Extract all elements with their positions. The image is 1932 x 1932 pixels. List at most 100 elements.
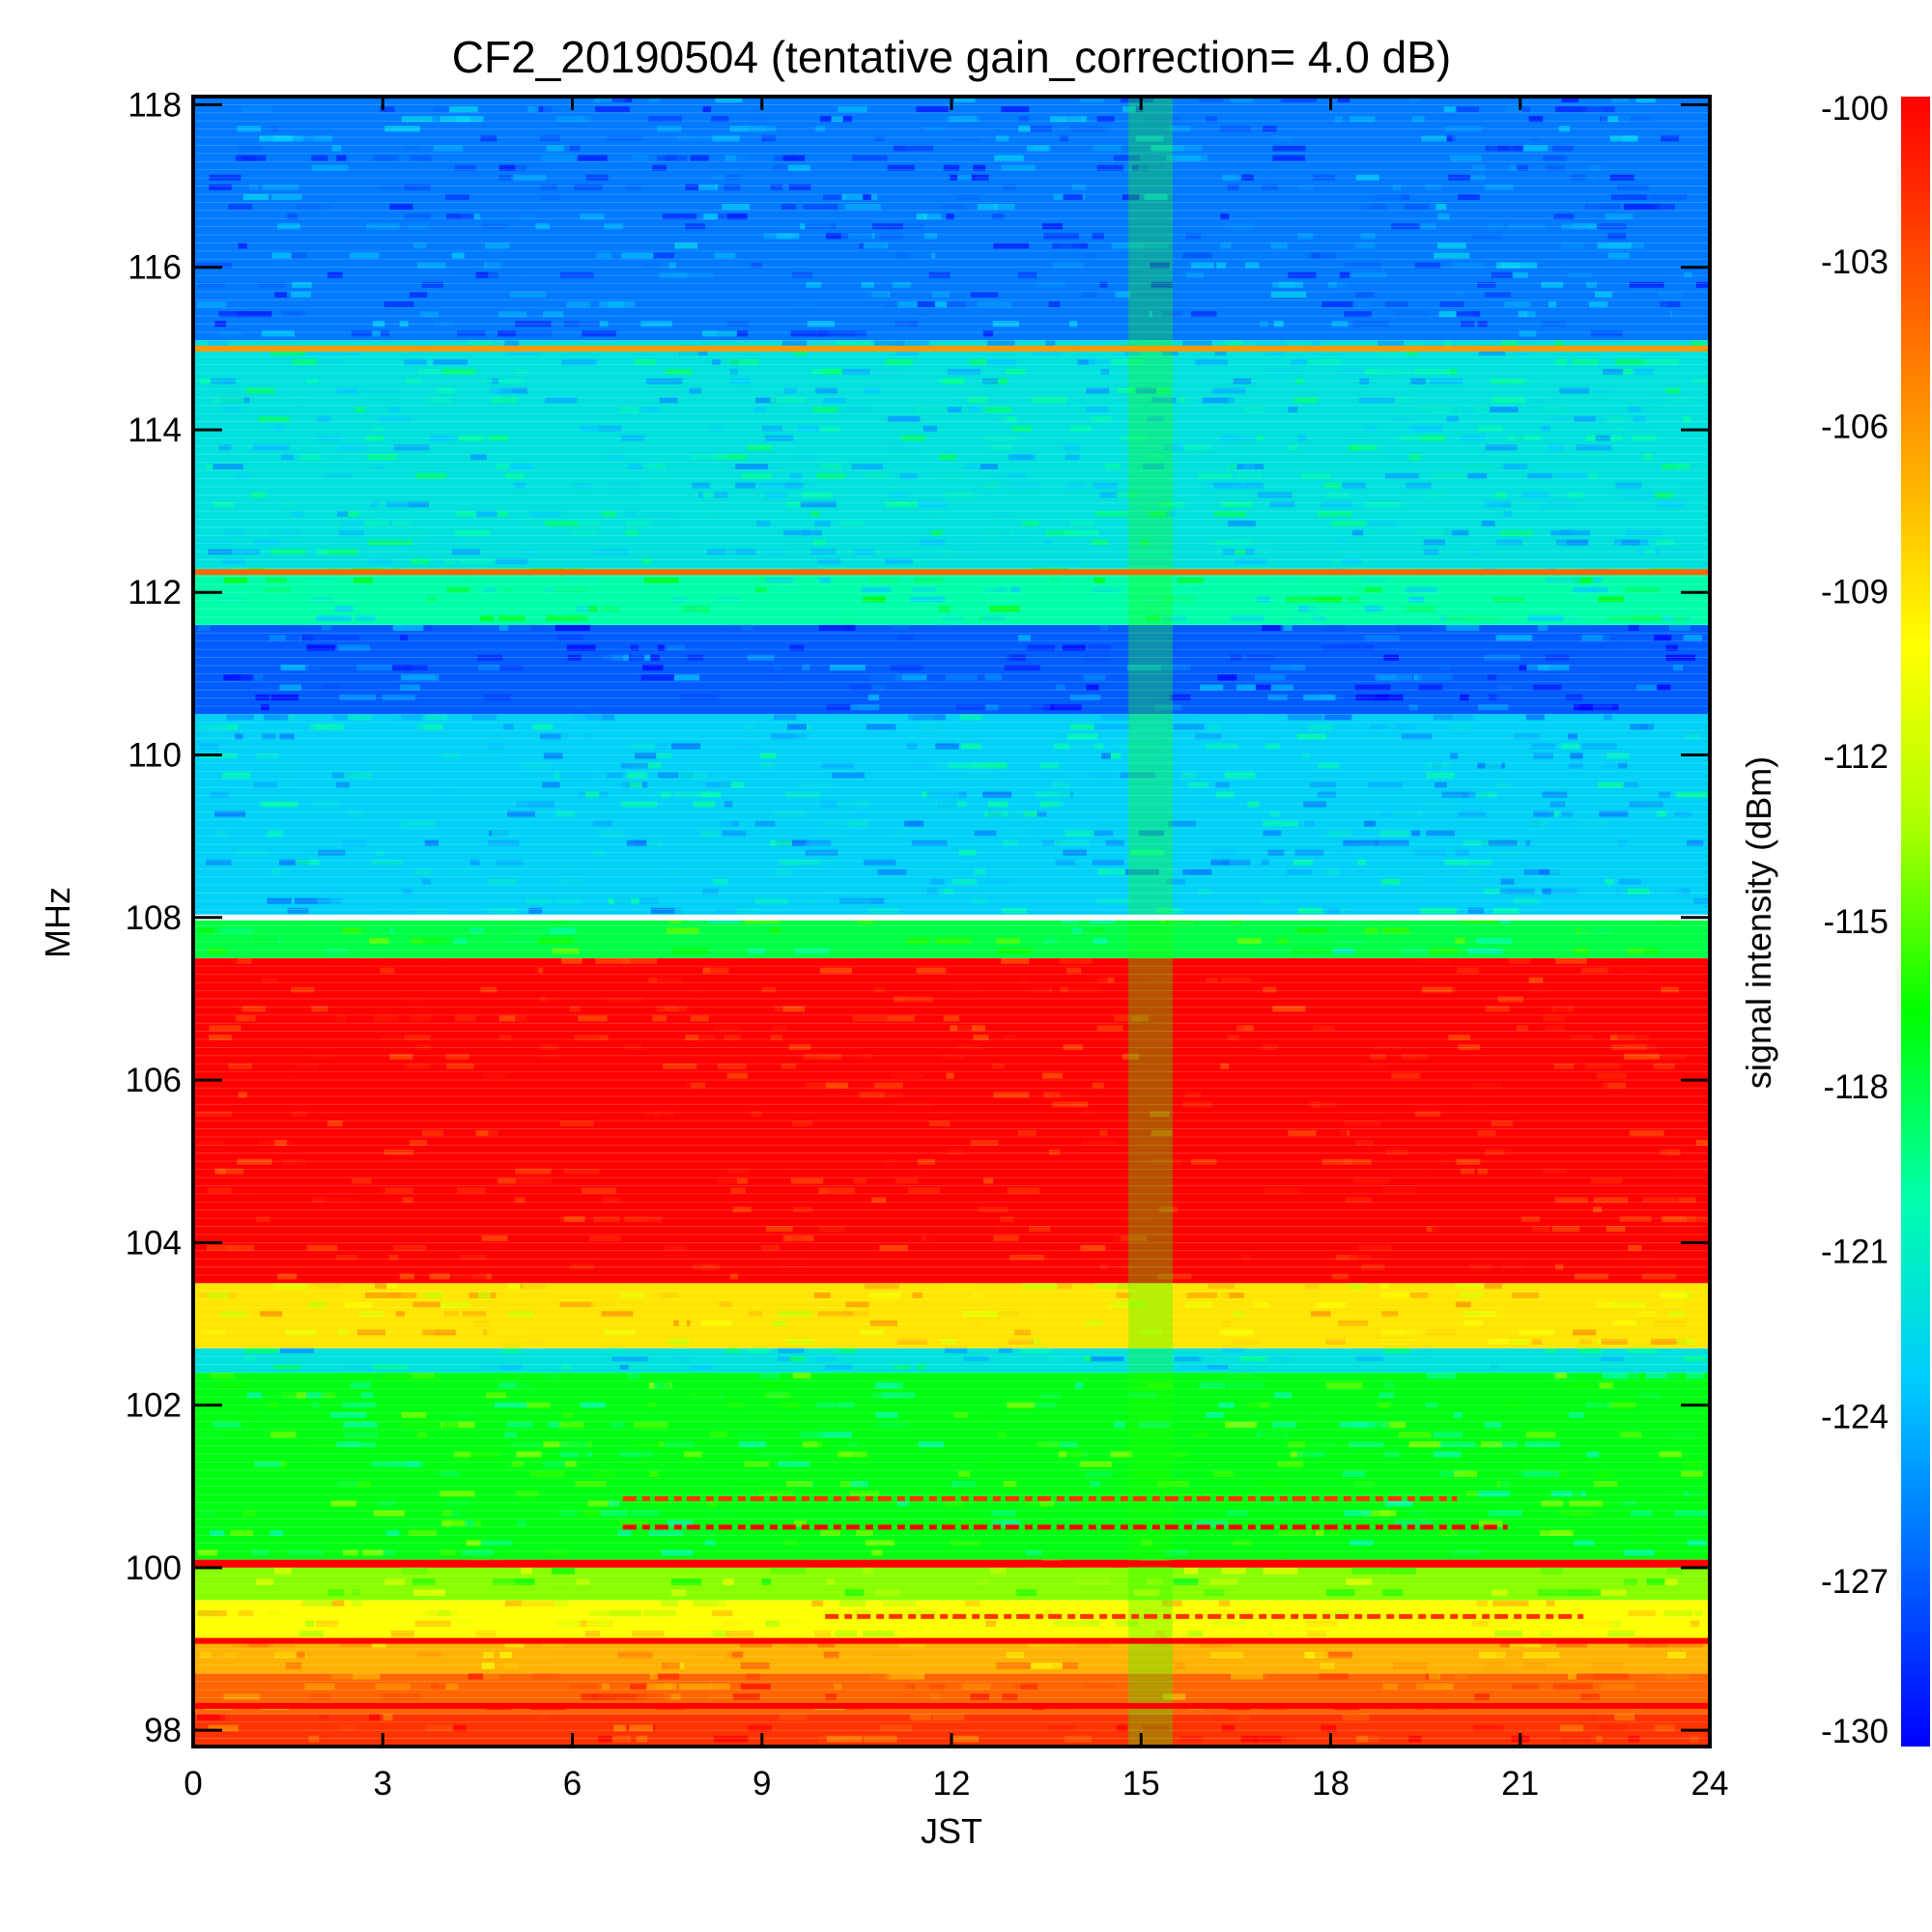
- noise-speckle: [953, 1411, 968, 1418]
- noise-speckle: [468, 753, 504, 759]
- noise-speckle: [1690, 1620, 1700, 1627]
- noise-speckle: [912, 762, 930, 769]
- noise-speckle: [263, 1035, 299, 1040]
- noise-speckle: [582, 1510, 615, 1517]
- noise-speckle: [834, 464, 864, 469]
- noise-speckle: [1561, 743, 1580, 750]
- noise-speckle: [603, 1329, 636, 1336]
- noise-speckle: [1574, 415, 1596, 422]
- noise-speckle: [1623, 204, 1660, 211]
- noise-speckle: [717, 596, 740, 603]
- noise-speckle: [769, 839, 792, 846]
- noise-speckle: [826, 1578, 836, 1585]
- noise-speckle: [961, 1683, 991, 1690]
- noise-speckle: [1000, 1216, 1014, 1223]
- noise-speckle: [1305, 1620, 1339, 1627]
- noise-speckle: [1303, 801, 1327, 808]
- noise-speckle: [421, 281, 443, 288]
- noise-speckle: [1624, 1578, 1637, 1585]
- noise-speckle: [414, 1620, 451, 1627]
- noise-speckle: [782, 1540, 799, 1547]
- noise-speckle: [268, 1640, 296, 1648]
- noise-speckle: [913, 888, 945, 895]
- noise-speckle: [1044, 1640, 1077, 1648]
- noise-speckle: [1523, 957, 1550, 964]
- noise-speckle: [782, 1006, 806, 1012]
- noise-speckle: [1117, 492, 1137, 498]
- colorbar-tick-label: -100: [1821, 90, 1889, 128]
- noise-speckle: [1096, 164, 1123, 171]
- noise-speckle: [877, 1421, 908, 1429]
- noise-speckle: [957, 1025, 972, 1032]
- noise-speckle: [1412, 116, 1425, 123]
- noise-speckle: [1657, 684, 1671, 691]
- noise-speckle: [402, 1567, 428, 1575]
- noise-speckle: [853, 1178, 867, 1184]
- noise-speckle: [1007, 1402, 1037, 1408]
- noise-speckle: [774, 810, 807, 817]
- noise-speckle: [280, 1348, 315, 1353]
- noise-speckle: [1475, 791, 1497, 798]
- noise-speckle: [823, 1610, 837, 1617]
- noise-speckle: [509, 291, 547, 298]
- noise-speckle: [448, 106, 478, 113]
- noise-speckle: [646, 378, 683, 384]
- noise-speckle: [1167, 444, 1185, 451]
- noise-speckle: [1496, 781, 1511, 788]
- noise-speckle: [1355, 174, 1379, 181]
- noise-speckle: [1498, 684, 1512, 691]
- noise-speckle: [710, 1683, 730, 1690]
- noise-speckle: [575, 1481, 607, 1488]
- noise-speckle: [1236, 492, 1245, 498]
- noise-speckle: [818, 624, 856, 632]
- noise-speckle: [1423, 539, 1445, 546]
- noise-speckle: [1595, 291, 1612, 298]
- noise-speckle: [1291, 948, 1319, 954]
- noise-speckle: [565, 577, 600, 583]
- noise-speckle: [982, 791, 1012, 798]
- noise-speckle: [499, 1364, 523, 1370]
- noise-speckle: [345, 454, 359, 461]
- noise-speckle: [1371, 1254, 1404, 1261]
- noise-speckle: [1311, 615, 1327, 621]
- noise-speckle: [1327, 1130, 1338, 1136]
- noise-speckle: [936, 624, 954, 632]
- noise-speckle: [270, 350, 305, 356]
- noise-speckle: [499, 1651, 512, 1659]
- noise-speckle: [1579, 820, 1608, 827]
- noise-speckle: [577, 1451, 589, 1458]
- noise-speckle: [1037, 810, 1047, 817]
- noise-speckle: [235, 472, 250, 479]
- noise-speckle: [456, 967, 484, 974]
- noise-speckle: [598, 1735, 627, 1743]
- noise-speckle: [426, 596, 438, 603]
- noise-speckle: [395, 271, 406, 278]
- noise-speckle: [866, 291, 890, 298]
- noise-speckle: [758, 1372, 780, 1379]
- noise-speckle: [1328, 1651, 1353, 1659]
- noise-speckle: [946, 674, 978, 681]
- noise-speckle: [761, 986, 776, 993]
- noise-speckle: [646, 1402, 657, 1408]
- noise-speckle: [1051, 724, 1067, 730]
- noise-speckle: [1588, 301, 1608, 308]
- noise-speckle: [355, 665, 392, 671]
- noise-speckle: [968, 397, 988, 404]
- noise-speckle: [1213, 1714, 1224, 1721]
- noise-speckle: [1392, 1491, 1418, 1497]
- noise-speckle: [665, 1441, 695, 1448]
- noise-speckle: [378, 415, 411, 422]
- noise-speckle: [381, 184, 403, 190]
- noise-speckle: [875, 1411, 898, 1418]
- noise-speckle: [475, 1631, 497, 1637]
- noise-speckle: [495, 859, 524, 866]
- noise-speckle: [677, 135, 712, 142]
- noise-speckle: [308, 1735, 320, 1743]
- noise-speckle: [508, 937, 535, 945]
- noise-speckle: [1463, 464, 1496, 469]
- chart-title: CF2_20190504 (tentative gain_correction=…: [452, 32, 1451, 82]
- noise-speckle: [521, 1254, 543, 1261]
- noise-speckle: [1001, 106, 1030, 113]
- noise-speckle: [433, 145, 464, 152]
- noise-speckle: [1090, 1481, 1100, 1488]
